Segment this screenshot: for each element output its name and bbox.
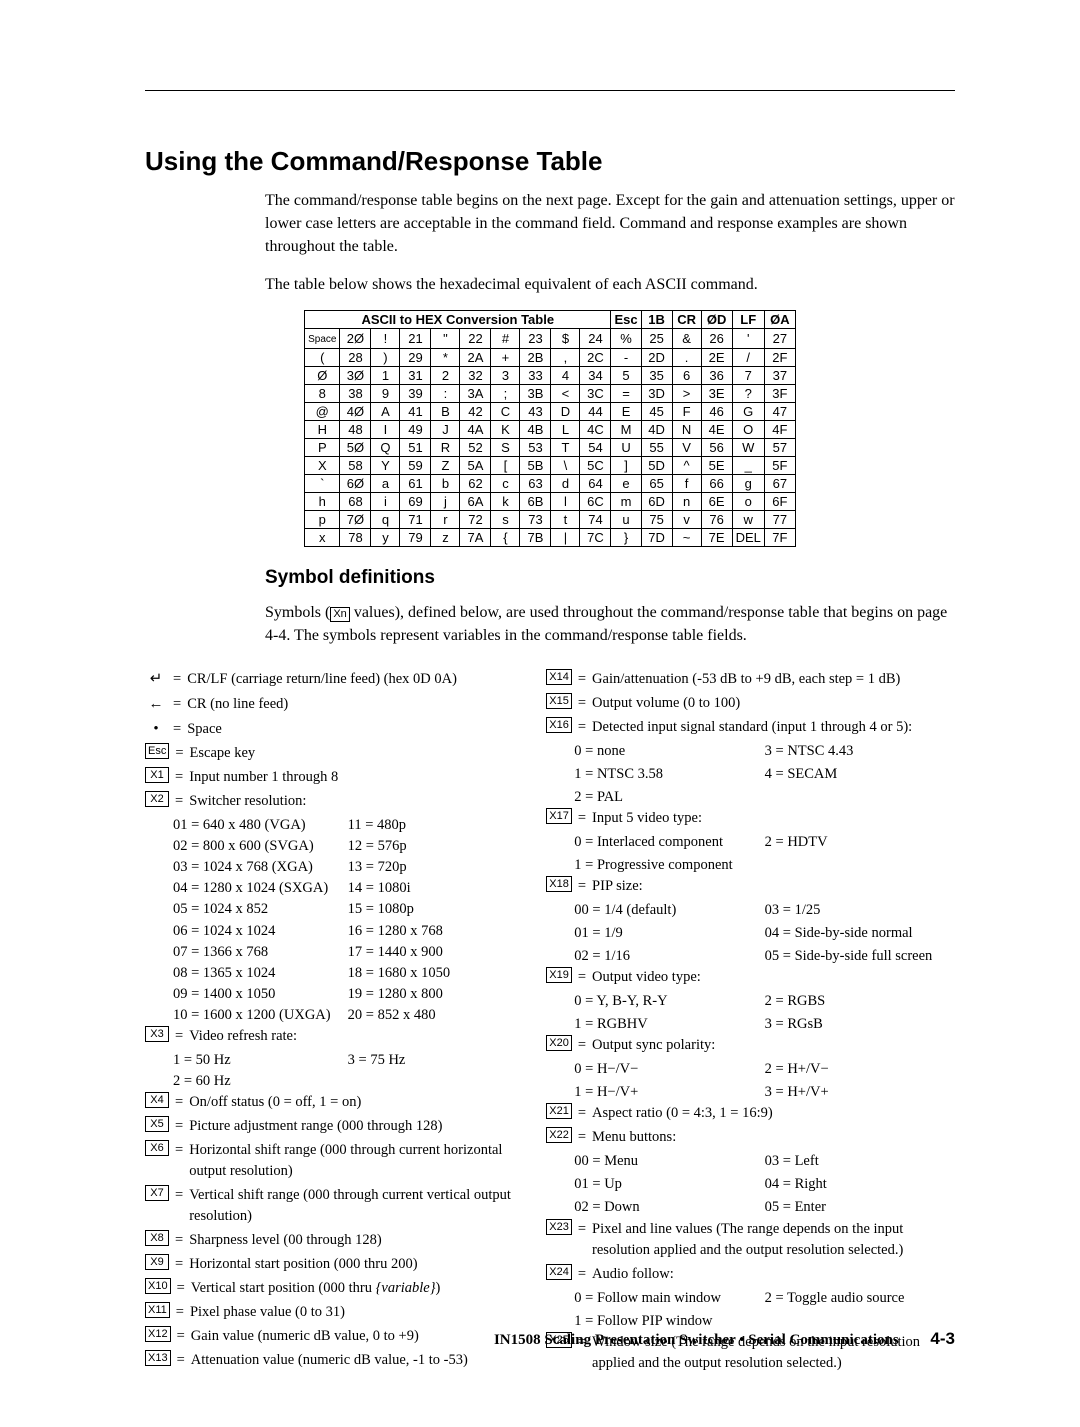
symbol-definition: •=Space	[145, 719, 522, 741]
symbol-code-box: X21	[546, 1103, 572, 1119]
symbol-code-box: X7	[145, 1185, 169, 1201]
symbol-code-box: X24	[546, 1264, 572, 1280]
symbol-description: Output video type:	[592, 967, 955, 988]
symbol-description: Video refresh rate:	[189, 1026, 522, 1047]
symbol-definitions-columns: ↵=CR/LF (carriage return/line feed) (hex…	[145, 669, 955, 1376]
symbol-code-box: X22	[546, 1127, 572, 1143]
symbol-icon: ↵	[145, 669, 167, 691]
symbol-definition: X6=Horizontal shift range (000 through c…	[145, 1140, 522, 1182]
symbol-code-box: X6	[145, 1140, 169, 1156]
symbol-code-box: X23	[546, 1219, 572, 1235]
symbol-code-box: X18	[546, 876, 572, 892]
symbol-code-box: X8	[145, 1230, 169, 1246]
symbol-definition: X3=Video refresh rate:	[145, 1026, 522, 1047]
symbol-description: CR (no line feed)	[187, 694, 522, 716]
ascii-conversion-table: ASCII to HEX Conversion TableEsc1BCRØDLF…	[145, 310, 955, 547]
symbol-definition: ←=CR (no line feed)	[145, 694, 522, 716]
symbol-definition: X8=Sharpness level (00 through 128)	[145, 1230, 522, 1251]
symbol-code-box: Esc	[145, 743, 169, 759]
intro-para-2: The table below shows the hexadecimal eq…	[145, 273, 955, 296]
symbol-code-box: X17	[546, 808, 572, 824]
symbol-definition: X4=On/off status (0 = off, 1 = on)	[145, 1092, 522, 1113]
symbol-definition: X5=Picture adjustment range (000 through…	[145, 1116, 522, 1137]
symbol-code-box: X5	[145, 1116, 169, 1132]
symbol-description: Input number 1 through 8	[189, 767, 522, 788]
symbol-code-box: X19	[546, 967, 572, 983]
symbol-description: Escape key	[190, 743, 523, 764]
symbol-description: CR/LF (carriage return/line feed) (hex 0…	[187, 669, 522, 691]
symbol-icon: ←	[145, 694, 167, 716]
symbol-code-box: X14	[546, 669, 572, 685]
symbol-description: Audio follow:	[592, 1264, 955, 1285]
intro-para-1: The command/response table begins on the…	[145, 189, 955, 259]
symbol-icon: •	[145, 719, 167, 741]
page-title: Using the Command/Response Table	[145, 146, 955, 177]
symbol-code-box: X3	[145, 1026, 169, 1042]
symbol-description: Output volume (0 to 100)	[592, 693, 955, 714]
symbol-description: Gain/attenuation (-53 dB to +9 dB, each …	[592, 669, 955, 690]
symbol-definition: X2=Switcher resolution:	[145, 791, 522, 812]
symbol-description: Pixel and line values (The range depends…	[592, 1219, 955, 1261]
symbol-code-box: X15	[546, 693, 572, 709]
symbol-definition: X24=Audio follow:	[546, 1264, 955, 1285]
symbol-description: Vertical shift range (000 through curren…	[189, 1185, 522, 1227]
symbol-description: Menu buttons:	[592, 1127, 955, 1148]
symbol-code-box: X13	[145, 1350, 171, 1366]
symbol-description: Sharpness level (00 through 128)	[189, 1230, 522, 1251]
symbol-definition: X16=Detected input signal standard (inpu…	[546, 717, 955, 738]
symbol-definition: X22=Menu buttons:	[546, 1127, 955, 1148]
symbol-definition: X23=Pixel and line values (The range dep…	[546, 1219, 955, 1261]
symbol-definition: X18=PIP size:	[546, 876, 955, 897]
symbol-definition: ↵=CR/LF (carriage return/line feed) (hex…	[145, 669, 522, 691]
symbol-definition: X20=Output sync polarity:	[546, 1035, 955, 1056]
symbol-definition: X11=Pixel phase value (0 to 31)	[145, 1302, 522, 1323]
symbol-description: Pixel phase value (0 to 31)	[190, 1302, 522, 1323]
symbol-code-box: X4	[145, 1092, 169, 1108]
page-footer: IN1508 Scaling Presentation Switcher • S…	[0, 1329, 1080, 1349]
symbol-description: Vertical start position (000 thru {varia…	[191, 1278, 523, 1299]
symbol-definitions-heading: Symbol definitions	[265, 567, 955, 589]
symbol-definition: Esc=Escape key	[145, 743, 522, 764]
symbol-description: Output sync polarity:	[592, 1035, 955, 1056]
symbol-code-box: X9	[145, 1254, 169, 1270]
symbol-definition: X1=Input number 1 through 8	[145, 767, 522, 788]
symbol-definition: X9=Horizontal start position (000 thru 2…	[145, 1254, 522, 1275]
symbol-description: Horizontal start position (000 thru 200)	[189, 1254, 522, 1275]
symbol-description: Space	[187, 719, 522, 741]
symbol-definition: X7=Vertical shift range (000 through cur…	[145, 1185, 522, 1227]
symbol-definition: X17=Input 5 video type:	[546, 808, 955, 829]
symbol-description: On/off status (0 = off, 1 = on)	[189, 1092, 522, 1113]
symbol-code-box: X10	[145, 1278, 171, 1294]
symbol-definition: X19=Output video type:	[546, 967, 955, 988]
symbol-description: Switcher resolution:	[189, 791, 522, 812]
symbol-description: PIP size:	[592, 876, 955, 897]
symbol-description: Aspect ratio (0 = 4:3, 1 = 16:9)	[592, 1103, 955, 1124]
symbol-intro: Symbols (Xn values), defined below, are …	[145, 601, 955, 647]
symbol-code-box: X2	[145, 791, 169, 807]
symbol-code-box: X20	[546, 1035, 572, 1051]
symbol-code-box: X16	[546, 717, 572, 733]
symbol-description: Detected input signal standard (input 1 …	[592, 717, 955, 738]
symbol-code-box: X11	[145, 1302, 170, 1318]
symbol-definition: X10=Vertical start position (000 thru {v…	[145, 1278, 522, 1299]
symbol-definition: X21=Aspect ratio (0 = 4:3, 1 = 16:9)	[546, 1103, 955, 1124]
symbol-code-box: X1	[145, 767, 169, 783]
symbol-definition: X14=Gain/attenuation (-53 dB to +9 dB, e…	[546, 669, 955, 690]
symbol-definition: X15=Output volume (0 to 100)	[546, 693, 955, 714]
symbol-description: Horizontal shift range (000 through curr…	[189, 1140, 522, 1182]
symbol-description: Attenuation value (numeric dB value, -1 …	[191, 1350, 523, 1371]
symbol-description: Picture adjustment range (000 through 12…	[189, 1116, 522, 1137]
symbol-description: Input 5 video type:	[592, 808, 955, 829]
symbol-definition: X13=Attenuation value (numeric dB value,…	[145, 1350, 522, 1371]
